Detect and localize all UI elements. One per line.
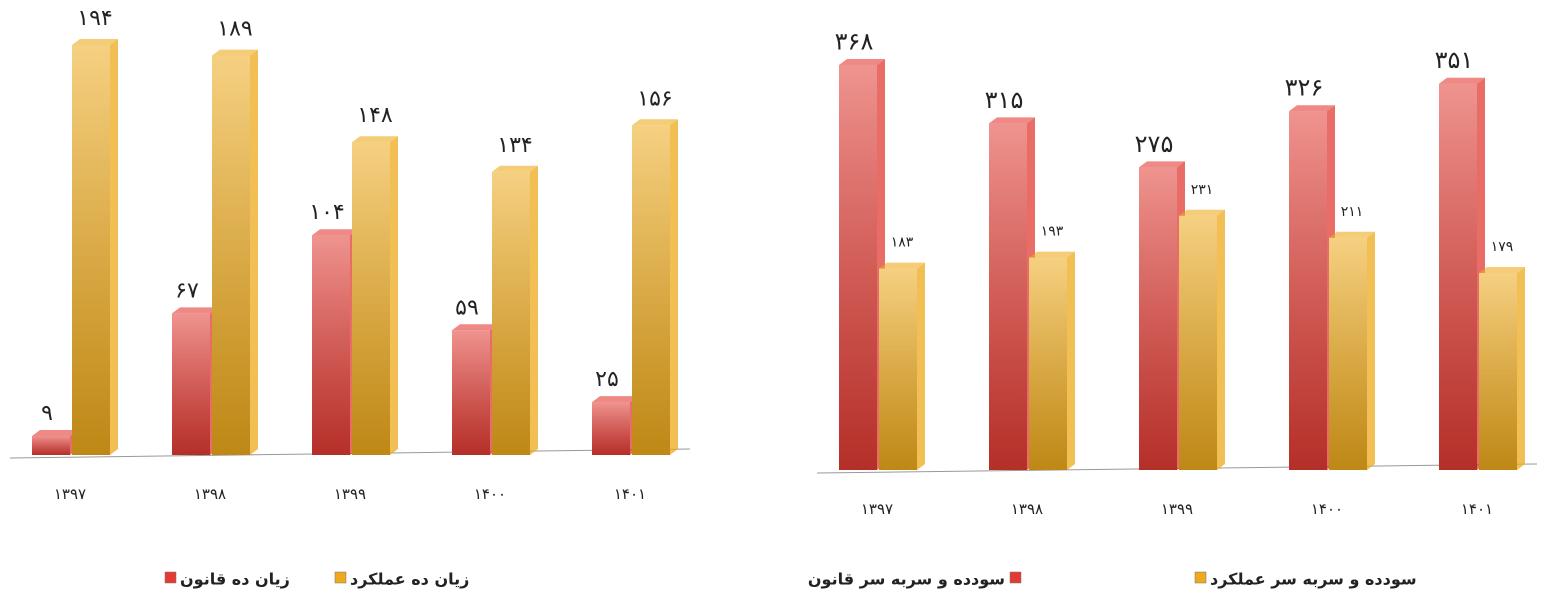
value-label: ۳۶۸ [835,28,874,56]
value-label: ۳۲۶ [1285,74,1324,102]
bar-side [250,49,258,455]
bar-shade [72,45,110,455]
bar-top [879,262,925,269]
x-tick-label: ۱۴۰۱ [1461,500,1493,518]
bar-shade [1029,257,1067,470]
legend-swatch [1194,571,1207,584]
bar-top [632,119,678,126]
bar-top [452,324,498,331]
value-label: ۱۸۳ [891,235,914,251]
bar-shade [352,142,390,455]
bar-top [839,59,885,65]
bar-top [1139,161,1185,168]
bar-top [172,307,218,314]
bar-shade [492,171,530,455]
value-label: ۱۴۸ [357,103,393,128]
bar-shade [1439,83,1477,471]
value-label: ۱۵۶ [637,86,672,111]
legend-swatch [334,571,347,584]
bar-top [592,396,638,403]
value-label: ۵۹ [455,295,479,320]
bar-shade [989,123,1027,471]
bar-side [110,39,118,455]
bar-shade [879,268,917,470]
legend-label: زیان ده عملکرد [350,570,469,589]
bar-top [1439,77,1485,84]
bar-side [1217,209,1225,470]
value-label: ۱۰۴ [309,200,344,225]
x-tick-label: ۱۳۹۹ [334,485,366,503]
bar-top [989,117,1035,124]
x-tick-label: ۱۳۹۸ [1011,500,1043,518]
x-tick-label: ۱۳۹۷ [54,485,86,503]
bar-shade [1479,273,1517,470]
bar-shade [452,330,490,455]
bar-top [352,136,398,143]
bar-side [1367,231,1375,470]
bar-top [1479,267,1525,274]
bar-side [1517,267,1525,470]
value-label: ۲۵ [595,367,619,392]
bar-shade [312,235,350,455]
bar-shade [172,313,210,455]
bar-side [530,165,538,455]
bar-top [312,229,358,236]
legend-swatch [1009,571,1022,584]
bar-side [670,119,678,456]
bar-top [1289,105,1335,112]
bar-shade [632,125,670,456]
bar-top [1179,209,1225,216]
value-label: ۹ [41,401,53,426]
legend-swatch [164,571,177,584]
value-label: ۱۳۴ [497,133,532,158]
bar-top [1029,251,1075,258]
value-label: ۱۹۳ [1041,224,1064,240]
legend-label: زیان ده قانون [180,570,290,589]
bar-side [1067,251,1075,470]
x-tick-label: ۱۳۹۸ [194,485,226,503]
bar-top [492,165,538,172]
value-label: ۳۱۵ [985,86,1024,114]
value-label: ۱۷۹ [1491,239,1514,255]
bar-side [390,136,398,455]
bar-shade [592,402,630,455]
bar-shade [32,435,70,455]
x-tick-label: ۱۳۹۹ [1161,500,1193,518]
value-label: ۱۸۹ [217,17,252,42]
bar-shade [212,55,250,455]
value-label: ۲۳۱ [1191,182,1214,198]
bar-shade [1329,237,1367,470]
value-label: ۲۷۵ [1135,130,1174,158]
legend-label: سودده و سربه سر عملکرد [1210,570,1417,589]
x-tick-label: ۱۴۰۱ [614,485,646,503]
bar-side [917,262,925,470]
bar-shade [1289,111,1327,470]
bar-top [212,49,258,56]
bar-top [1329,231,1375,238]
bar-top [72,39,118,45]
value-label: ۲۱۱ [1341,204,1364,220]
bar-shade [839,65,877,470]
x-tick-label: ۱۳۹۷ [861,500,893,518]
value-label: ۳۵۱ [1435,46,1474,74]
value-label: ۱۹۴ [77,6,112,31]
x-tick-label: ۱۴۰۰ [1311,500,1343,518]
value-label: ۶۷ [175,278,199,303]
legend-label: سودده و سربه سر قانون [808,570,1005,589]
bar-top [32,429,78,436]
x-tick-label: ۱۴۰۰ [474,485,506,503]
bar-shade [1139,167,1177,471]
bar-shade [1179,215,1217,470]
